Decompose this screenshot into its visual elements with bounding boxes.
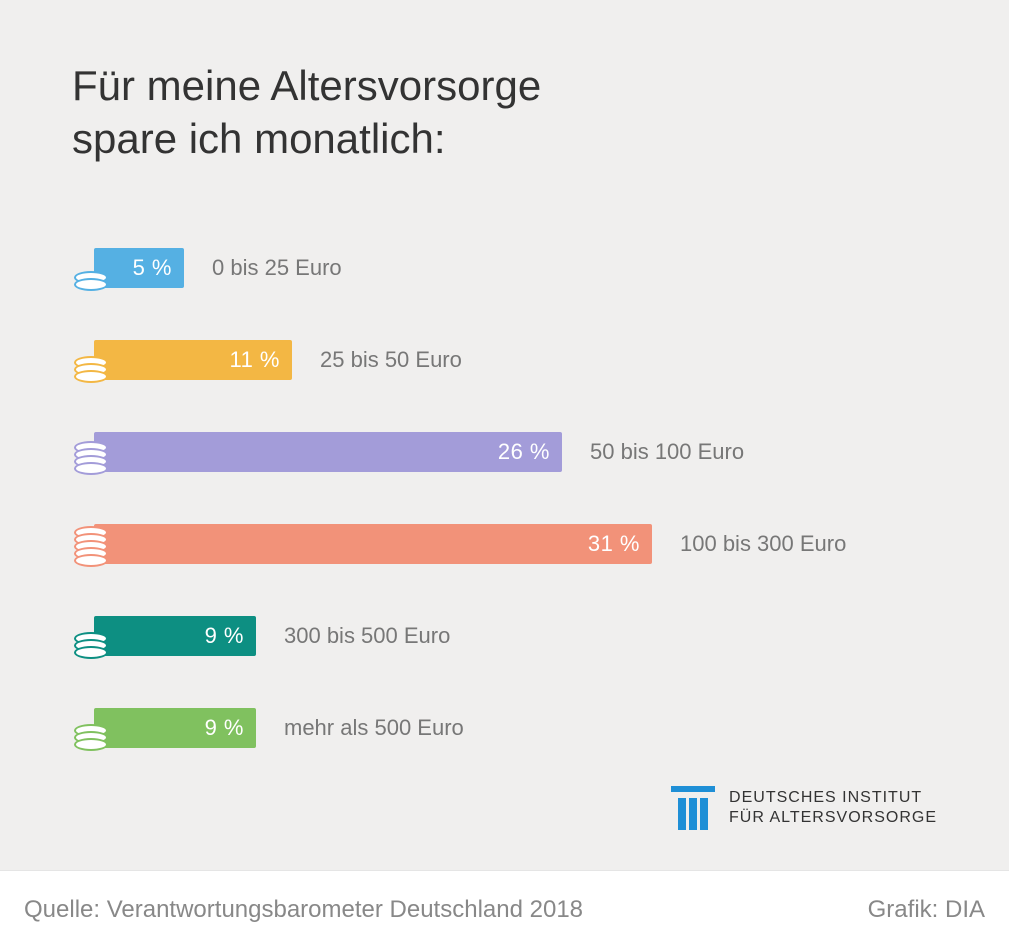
brand-block: DEUTSCHES INSTITUT FÜR ALTERSVORSORGE xyxy=(671,786,937,830)
coin-stack-icon xyxy=(72,521,110,567)
chart-title: Für meine Altersvorsorge spare ich monat… xyxy=(72,60,937,165)
brand-text: DEUTSCHES INSTITUT FÜR ALTERSVORSORGE xyxy=(729,788,937,828)
bar-row: 31 % 100 bis 300 Euro xyxy=(72,521,937,567)
bar-label: 300 bis 500 Euro xyxy=(284,623,450,649)
coin-stack-icon xyxy=(72,429,110,475)
bar-value: 9 % xyxy=(205,623,244,649)
footer-graphic: Grafik: DIA xyxy=(868,896,985,924)
coin-stack-icon xyxy=(72,613,110,659)
title-line-2: spare ich monatlich: xyxy=(72,115,446,162)
bar: 26 % xyxy=(94,432,562,472)
bar-value: 11 % xyxy=(229,347,280,373)
bar: 9 % xyxy=(94,616,256,656)
bar-row: 9 % 300 bis 500 Euro xyxy=(72,613,937,659)
bar-label: mehr als 500 Euro xyxy=(284,715,464,741)
bar: 9 % xyxy=(94,708,256,748)
coin-stack-icon xyxy=(72,705,110,751)
bar-label: 100 bis 300 Euro xyxy=(680,531,846,557)
footer: Quelle: Verantwortungsbarometer Deutschl… xyxy=(0,870,1009,948)
bar-row: 26 % 50 bis 100 Euro xyxy=(72,429,937,475)
chart-panel: Für meine Altersvorsorge spare ich monat… xyxy=(0,0,1009,870)
brand-line-1: DEUTSCHES INSTITUT xyxy=(729,789,922,806)
footer-source: Quelle: Verantwortungsbarometer Deutschl… xyxy=(24,896,583,924)
bar: 11 % xyxy=(94,340,292,380)
bar-label: 50 bis 100 Euro xyxy=(590,439,744,465)
brand-line-2: FÜR ALTERSVORSORGE xyxy=(729,809,937,826)
bar-value: 9 % xyxy=(205,715,244,741)
bar-label: 25 bis 50 Euro xyxy=(320,347,462,373)
bar-list: 5 % 0 bis 25 Euro 11 % 25 bis 50 Euro 26 % 50… xyxy=(72,245,937,751)
bar-label: 0 bis 25 Euro xyxy=(212,255,342,281)
brand-logo-icon xyxy=(671,786,715,830)
bar-value: 5 % xyxy=(133,255,172,281)
bar-value: 31 % xyxy=(588,531,640,557)
coin-stack-icon xyxy=(72,337,110,383)
bar-value: 26 % xyxy=(498,439,550,465)
coin-stack-icon xyxy=(72,245,110,291)
bar: 31 % xyxy=(94,524,652,564)
bar-row: 9 % mehr als 500 Euro xyxy=(72,705,937,751)
title-line-1: Für meine Altersvorsorge xyxy=(72,62,541,109)
bar-row: 5 % 0 bis 25 Euro xyxy=(72,245,937,291)
bar-row: 11 % 25 bis 50 Euro xyxy=(72,337,937,383)
